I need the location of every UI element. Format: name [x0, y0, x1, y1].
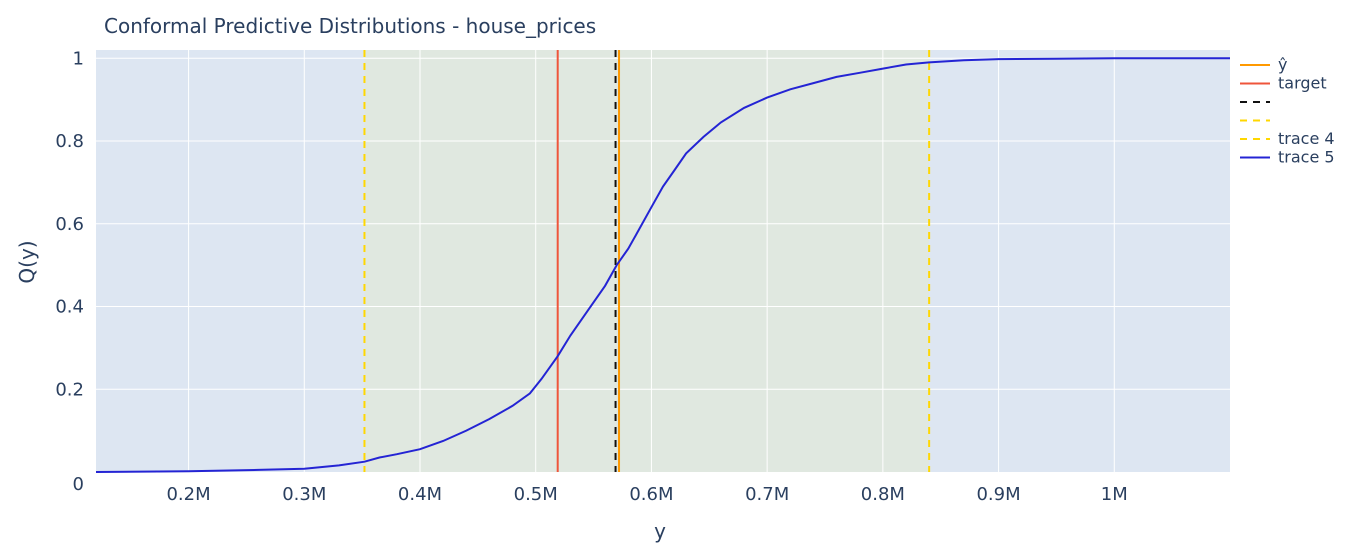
x-tick-label: 0.9M — [976, 484, 1020, 505]
y-tick-label: 0.2 — [55, 379, 84, 400]
y-tick-label: 1 — [73, 48, 84, 69]
prediction-interval-shading — [364, 50, 930, 472]
legend-item[interactable]: target — [1240, 74, 1327, 93]
legend-label: ŷ — [1278, 55, 1287, 74]
x-tick-label: 0.2M — [166, 484, 210, 505]
legend-item[interactable]: trace 5 — [1240, 148, 1335, 167]
legend-label: target — [1278, 74, 1327, 93]
y-tick-label: 0 — [73, 474, 84, 495]
x-tick-label: 0.7M — [745, 484, 789, 505]
x-tick-labels: 0.2M 0.3M 0.4M 0.5M 0.6M 0.7M 0.8M 0.9M 1M — [166, 484, 1127, 505]
x-tick-label: 0.5M — [514, 484, 558, 505]
legend-item[interactable]: ŷ — [1240, 55, 1287, 74]
x-tick-label: 0.6M — [629, 484, 673, 505]
y-gridlines — [96, 57, 1230, 390]
x-gridlines — [188, 50, 1115, 472]
legend-label: trace 5 — [1278, 148, 1335, 167]
chart-title: Conformal Predictive Distributions - hou… — [104, 14, 596, 38]
y-tick-label: 0.6 — [55, 214, 84, 235]
x-tick-label: 0.8M — [861, 484, 905, 505]
x-tick-label: 0.3M — [282, 484, 326, 505]
y-tick-label: 0.8 — [55, 131, 84, 152]
x-tick-label: 0.4M — [398, 484, 442, 505]
y-axis-title: Q(y) — [15, 240, 39, 283]
y-tick-label: 0.4 — [55, 297, 84, 318]
x-axis-title: y — [654, 519, 666, 543]
legend-item[interactable]: trace 4 — [1240, 129, 1335, 148]
series-line-trace-5 — [95, 57, 1230, 473]
y-tick-labels: 0 0.2 0.4 0.6 0.8 1 — [55, 48, 84, 495]
x-tick-label: 1M — [1101, 484, 1128, 505]
legend-label: trace 4 — [1278, 129, 1335, 148]
